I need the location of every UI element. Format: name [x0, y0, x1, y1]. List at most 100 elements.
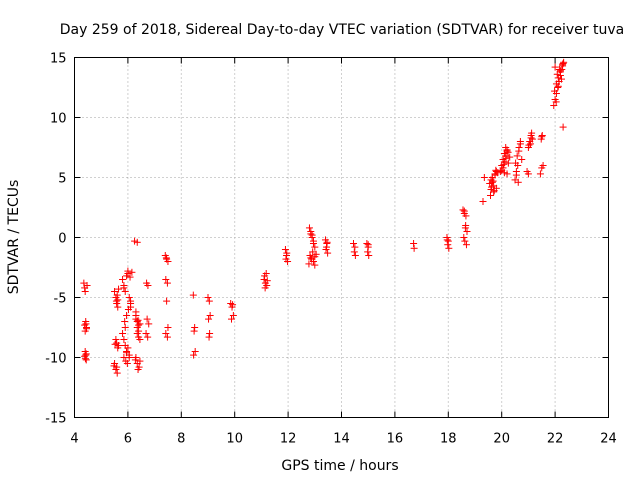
data-point	[553, 70, 561, 78]
data-point	[133, 238, 141, 246]
data-point	[460, 234, 468, 241]
data-point	[555, 66, 563, 73]
data-point	[164, 258, 172, 265]
y-tick-label: 5	[58, 172, 66, 187]
data-point	[204, 294, 212, 301]
data-point	[559, 61, 567, 69]
data-point	[125, 294, 133, 301]
y-axis-label: SDTVAR / TECUs	[6, 180, 22, 295]
data-point	[443, 236, 451, 244]
data-point	[144, 282, 152, 289]
data-point	[461, 224, 469, 232]
data-point	[112, 336, 120, 343]
x-tick-label: 6	[124, 432, 132, 447]
data-point	[119, 330, 127, 337]
x-tick-label: 12	[280, 432, 297, 447]
data-point	[323, 238, 331, 246]
data-point	[135, 327, 143, 335]
x-tick-label: 22	[547, 432, 564, 447]
data-point	[305, 260, 313, 268]
data-point	[82, 320, 90, 328]
x-tick-label: 14	[333, 432, 350, 447]
data-point	[110, 362, 118, 370]
data-point	[551, 63, 559, 71]
data-point	[527, 134, 535, 142]
data-point	[488, 178, 496, 186]
data-point	[127, 297, 135, 305]
data-point	[164, 324, 172, 331]
data-point	[496, 168, 504, 175]
data-point	[324, 249, 332, 257]
data-point	[229, 301, 237, 309]
data-point	[227, 315, 235, 323]
data-point	[162, 330, 170, 337]
data-point	[134, 316, 142, 324]
data-point	[82, 350, 90, 358]
data-point	[524, 170, 532, 178]
data-point	[480, 174, 488, 181]
data-point	[536, 170, 544, 178]
data-point	[516, 140, 524, 148]
data-point	[538, 133, 546, 141]
data-point	[136, 320, 144, 328]
data-point	[323, 243, 331, 251]
data-point	[163, 279, 171, 287]
data-point	[261, 284, 269, 292]
data-point	[311, 261, 319, 269]
data-point	[462, 241, 470, 249]
data-point	[163, 297, 171, 305]
data-point	[363, 240, 371, 247]
plot-frame	[74, 57, 609, 418]
data-point	[142, 330, 150, 337]
x-tick-label: 8	[177, 432, 185, 447]
data-point	[284, 258, 292, 265]
data-point	[518, 156, 526, 163]
data-point	[559, 123, 567, 131]
data-point	[162, 254, 170, 262]
data-point	[492, 184, 500, 192]
data-point	[500, 169, 508, 177]
data-point	[206, 330, 214, 337]
x-tick-label: 24	[600, 432, 617, 447]
data-point	[512, 159, 520, 167]
x-tick-label: 4	[70, 432, 78, 447]
data-point	[364, 241, 372, 249]
data-point	[351, 252, 359, 259]
data-point	[263, 277, 271, 285]
data-point	[123, 312, 131, 319]
grid-lines	[74, 57, 609, 418]
data-point	[136, 336, 144, 343]
data-point	[121, 288, 129, 295]
data-point	[305, 224, 313, 232]
data-point	[123, 360, 131, 367]
data-point	[127, 303, 135, 311]
data-point	[503, 147, 511, 155]
data-point	[124, 270, 132, 277]
x-tick-label: 20	[493, 432, 510, 447]
y-tick-label: 15	[50, 52, 67, 67]
data-point	[307, 230, 315, 238]
data-point	[132, 308, 140, 316]
data-point	[81, 288, 89, 295]
data-point	[281, 246, 289, 253]
data-points	[80, 58, 568, 377]
data-point	[83, 325, 91, 333]
data-point	[558, 75, 566, 83]
data-point	[134, 366, 142, 373]
data-point	[364, 248, 372, 256]
data-point	[504, 148, 512, 156]
data-point	[486, 192, 494, 199]
data-point	[124, 344, 132, 352]
data-point	[514, 178, 522, 186]
data-point	[136, 357, 144, 365]
data-point	[119, 276, 127, 283]
data-point	[114, 296, 122, 304]
data-point	[83, 282, 91, 289]
data-point	[191, 348, 199, 355]
data-point	[551, 87, 559, 95]
data-point	[490, 188, 498, 196]
data-point	[506, 153, 514, 161]
data-point	[528, 135, 536, 143]
data-point	[513, 152, 521, 160]
